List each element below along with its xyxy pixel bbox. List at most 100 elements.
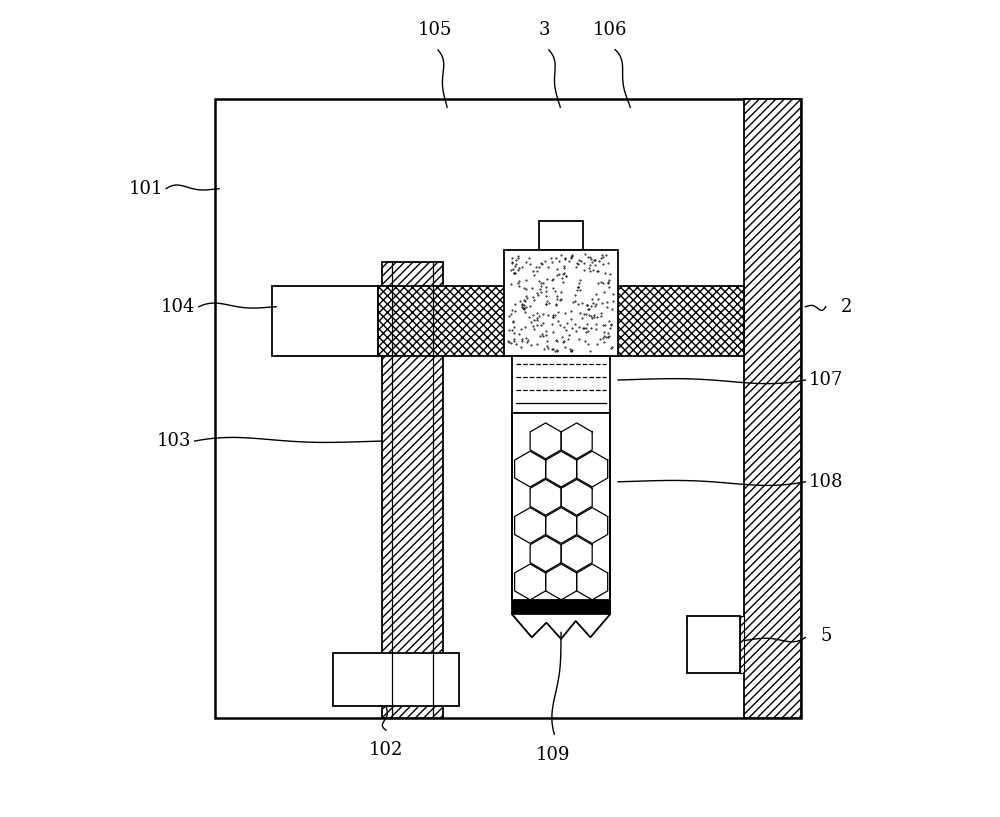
Point <box>548 299 564 312</box>
Point <box>555 275 571 288</box>
Point <box>601 314 617 327</box>
Point <box>596 330 612 343</box>
Point <box>561 255 577 268</box>
Point <box>526 323 542 336</box>
Point <box>561 328 577 342</box>
Point <box>582 264 598 277</box>
Point <box>580 337 596 350</box>
Point <box>555 267 571 280</box>
Point <box>503 307 519 320</box>
Point <box>557 307 573 320</box>
Point <box>500 334 516 347</box>
Point <box>578 321 594 334</box>
Point <box>547 284 563 297</box>
Point <box>554 272 570 285</box>
Point <box>518 274 534 287</box>
Point <box>587 258 603 271</box>
Point <box>563 312 579 325</box>
Point <box>547 345 563 358</box>
Point <box>521 310 537 324</box>
Bar <box>512 355 610 413</box>
Point <box>557 251 573 264</box>
Point <box>512 295 528 308</box>
Point <box>544 273 560 286</box>
Point <box>603 319 619 332</box>
Point <box>556 335 572 348</box>
Point <box>514 300 530 313</box>
Point <box>582 250 598 263</box>
Point <box>583 321 599 334</box>
Point <box>545 281 561 294</box>
Point <box>550 306 566 319</box>
Text: 5: 5 <box>820 627 831 645</box>
Point <box>516 298 532 311</box>
Point <box>574 311 590 324</box>
Point <box>522 299 538 312</box>
Point <box>545 310 561 324</box>
Point <box>577 334 593 347</box>
Point <box>594 248 610 261</box>
Point <box>569 256 585 269</box>
Bar <box>272 287 378 355</box>
Point <box>507 297 523 310</box>
Point <box>547 308 563 321</box>
Point <box>593 252 609 265</box>
Point <box>586 253 602 266</box>
Point <box>510 252 526 265</box>
Point <box>596 286 612 299</box>
Point <box>549 292 565 306</box>
Point <box>558 324 574 337</box>
Point <box>604 303 620 316</box>
Point <box>576 257 592 270</box>
Point <box>553 285 569 298</box>
Point <box>526 314 542 327</box>
Point <box>517 306 533 319</box>
Point <box>503 264 519 277</box>
Point <box>533 277 549 290</box>
Point <box>574 297 590 310</box>
Point <box>523 338 539 351</box>
Point <box>585 296 601 309</box>
Point <box>587 299 603 312</box>
Point <box>506 266 522 279</box>
Point <box>567 295 583 308</box>
Point <box>544 343 560 356</box>
Point <box>600 275 616 288</box>
Point <box>563 251 579 264</box>
Point <box>506 334 522 347</box>
Point <box>565 296 581 309</box>
Point <box>582 259 598 272</box>
Point <box>540 260 556 273</box>
Point <box>568 324 584 337</box>
Point <box>583 299 599 312</box>
Point <box>545 325 561 338</box>
Point <box>570 281 586 294</box>
Point <box>525 291 541 304</box>
Point <box>590 292 606 306</box>
Point <box>586 309 602 322</box>
Text: 107: 107 <box>809 371 843 389</box>
Point <box>501 323 517 336</box>
Point <box>544 318 560 331</box>
Bar <box>744 99 801 718</box>
Point <box>595 258 611 271</box>
Point <box>575 322 591 335</box>
Point <box>563 344 579 357</box>
Point <box>589 337 605 350</box>
Point <box>564 249 580 262</box>
Point <box>581 302 597 315</box>
Point <box>562 342 578 355</box>
Point <box>601 280 617 293</box>
Point <box>595 250 611 263</box>
Point <box>553 248 569 261</box>
Text: 102: 102 <box>369 742 403 760</box>
Point <box>516 301 532 314</box>
Point <box>525 320 541 333</box>
Point <box>545 310 561 324</box>
Point <box>596 326 612 339</box>
Point <box>596 336 612 349</box>
Point <box>535 316 551 329</box>
Bar <box>740 616 744 673</box>
Point <box>586 310 602 324</box>
Point <box>548 297 564 310</box>
